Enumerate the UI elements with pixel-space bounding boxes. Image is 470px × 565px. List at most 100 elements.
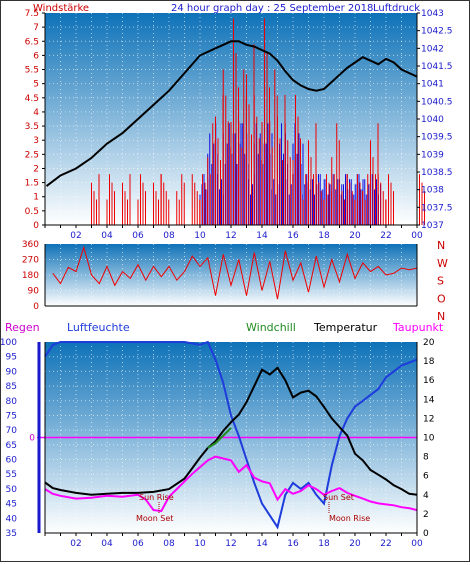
compass-label: S: [437, 275, 444, 288]
direction-tick-label: 360: [22, 240, 39, 250]
pressure-tick-label: 1037: [421, 221, 444, 231]
x-tick-label: 18: [318, 231, 330, 241]
x-tick-label: 04: [101, 539, 113, 549]
humidity-axis: 100 95 90 85 80 75 70 65 60 55 50 45 40 35: [0, 338, 46, 539]
temperature-tick-label: 0: [423, 529, 429, 539]
humidity-tick-label: 40: [6, 514, 18, 524]
x-tick-label: 02: [70, 539, 81, 549]
direction-tick-label: 0: [33, 302, 39, 312]
wind-speed-bars: [45, 18, 425, 226]
x-tick-label: 20: [349, 539, 361, 549]
x-tick-label: 10: [194, 539, 206, 549]
x-tick-label: 14: [256, 539, 268, 549]
x-tick-label: 16: [287, 539, 299, 549]
x-tick-label: 06: [132, 539, 144, 549]
wind-tick-label: 2.5: [25, 150, 39, 160]
humidity-tick-label: 75: [6, 411, 17, 421]
x-tick-label: 08: [163, 539, 175, 549]
pressure-tick-label: 1041.5: [421, 62, 453, 72]
x-tick-label: 00: [411, 231, 423, 241]
humidity-line: [44, 340, 418, 530]
direction-tick-label: 90: [28, 287, 40, 297]
wind-tick-label: 3.5: [25, 122, 39, 132]
compass-label: N: [437, 310, 445, 323]
moon-rise-label: Moon Rise: [329, 514, 370, 523]
pressure-tick-label: 1041: [421, 80, 444, 90]
moon-set-label: Moon Set: [136, 514, 173, 523]
temperature-tick-label: 20: [423, 338, 435, 348]
astro-annotations: Sun Rise Moon Set Sun Set Moon Rise: [136, 493, 370, 523]
temperature-tick-label: 16: [423, 376, 435, 386]
humidity-tick-label: 95: [6, 353, 17, 363]
wind-tick-label: 0: [33, 221, 39, 231]
x-tick-label: 16: [287, 231, 299, 241]
pressure-tick-label: 1039: [421, 150, 444, 160]
humidity-tick-label: 70: [6, 426, 18, 436]
pressure-tick-label: 1042: [421, 44, 444, 54]
wind-tick-label: 7.5: [25, 9, 39, 19]
wind-tick-label: 1: [33, 193, 39, 203]
wind-tick-label: 1.5: [25, 179, 39, 189]
x-tick-label: 14: [256, 231, 268, 241]
panel1-x-axis: 02 04 06 08 10 12 14 16 18 20 22 00: [44, 224, 423, 241]
x-tick-label: 08: [163, 231, 175, 241]
humidity-tick-label: 65: [6, 441, 17, 451]
direction-tick-label: 180: [22, 271, 39, 281]
wind-tick-label: 6.5: [25, 37, 39, 47]
temperature-tick-label: 18: [423, 357, 435, 367]
graph-title: 24 hour graph day : 25 September 2018: [171, 3, 373, 14]
x-tick-label: 00: [411, 539, 423, 549]
wind-tick-label: 2: [33, 164, 39, 174]
temperature-tick-label: 14: [423, 395, 435, 405]
dewpoint-line: [44, 455, 418, 513]
x-tick-label: 06: [132, 231, 144, 241]
x-tick-label: 12: [225, 539, 236, 549]
humidity-tick-label: 85: [6, 382, 17, 392]
rain-zero-label: 0: [29, 434, 35, 444]
legend-dewpoint: Taupunkt: [392, 321, 444, 334]
humidity-tick-label: 90: [6, 367, 18, 377]
humidity-tick-label: 35: [6, 529, 17, 539]
temperature-tick-label: 2: [423, 510, 429, 520]
wind-direction-line: [52, 245, 418, 300]
x-tick-label: 20: [349, 231, 361, 241]
x-tick-label: 04: [101, 231, 113, 241]
sun-set-label: Sun Set: [323, 493, 354, 502]
humidity-tick-label: 60: [6, 456, 18, 466]
pressure-tick-label: 1043: [421, 9, 444, 19]
temperature-tick-label: 6: [423, 472, 429, 482]
pressure-tick-label: 1039.5: [421, 133, 453, 143]
windchill-line: [207, 427, 232, 449]
pressure-tick-label: 1037.5: [421, 203, 453, 213]
humidity-tick-label: 55: [6, 470, 17, 480]
temperature-tick-label: 12: [423, 414, 434, 424]
direction-tick-label: 270: [22, 256, 39, 266]
pressure-tick-label: 1040.5: [421, 97, 453, 107]
legend-rain: Regen: [5, 321, 40, 334]
legend-temperature: Temperatur: [313, 321, 378, 334]
temperature-tick-label: 8: [423, 453, 429, 463]
humidity-tick-label: 50: [6, 485, 18, 495]
wind-tick-label: 6: [33, 51, 39, 61]
pressure-tick-label: 1040: [421, 115, 444, 125]
legend-humidity: Luftfeuchte: [67, 321, 130, 334]
sun-rise-label: Sun Rise: [139, 493, 174, 502]
humidity-tick-label: 80: [6, 397, 18, 407]
humidity-tick-label: 45: [6, 500, 17, 510]
pressure-axis: 1043 1042.5 1042 1041.5 1041 1040.5 1040 1039.5…: [416, 9, 453, 231]
pressure-axis-title: Luftdruck: [373, 3, 420, 14]
x-tick-label: 10: [194, 231, 206, 241]
wind-tick-label: 3: [33, 136, 39, 146]
legend-windchill: Windchill: [246, 321, 296, 334]
temperature-tick-label: 4: [423, 491, 429, 501]
x-tick-label: 22: [380, 539, 391, 549]
wind-axis: 7.5 7 6.5 6 5.5 5 4.5 4 3.5 3 2.5 2 1.5 1 0.5 0: [25, 9, 46, 231]
compass-label: O: [437, 292, 446, 305]
wind-tick-label: 5.5: [25, 66, 39, 76]
wind-tick-label: 0.5: [25, 207, 39, 217]
panel-wind-direction-bg: [45, 244, 417, 306]
